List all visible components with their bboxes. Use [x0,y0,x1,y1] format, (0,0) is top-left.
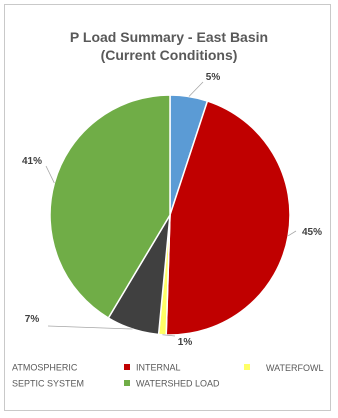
pie-slice-watershed-load [49,94,171,319]
pie-slices [49,94,291,336]
leader-line-internal [287,230,297,237]
leader-line-septic-system [47,325,133,330]
leader-line-watershed-load [45,165,55,184]
legend-label-septic: SEPTIC SYSTEM [12,378,85,389]
chart-title: P Load Summary - East Basin [69,29,269,45]
data-label-atmospheric: 5% [206,72,221,83]
legend-label-watershed: WATERSHED LOAD [136,378,220,389]
legend-swatch-internal [124,363,130,370]
data-label-internal: 45% [302,227,322,238]
legend-item-watershed: WATERSHED LOAD [124,376,220,390]
legend-label-waterfowl: WATERFOWL [266,362,324,373]
data-labels: 5% 45% 1% 7% 41% [22,72,322,348]
leader-line-atmospheric [188,81,204,97]
legend-item-septic: SEPTIC SYSTEM [12,376,84,390]
legend-swatch-waterfowl [244,363,250,370]
legend-item-internal: INTERNAL [124,360,181,374]
data-label-watershed-load: 41% [22,156,42,167]
legend-label-internal: INTERNAL [136,362,181,373]
chart-legend: ATMOSPHERIC INTERNAL WATERFOWL SEPTIC SY… [12,360,332,396]
leader-line-waterfowl [162,334,176,337]
data-label-waterfowl: 1% [178,337,193,348]
chart-subtitle: (Current Conditions) [100,47,238,63]
data-label-septic-system: 7% [25,314,40,325]
leader-lines [45,81,297,337]
legend-item-waterfowl: WATERFOWL [244,360,324,374]
legend-item-atmospheric: ATMOSPHERIC [12,360,77,374]
legend-swatch-watershed [124,379,130,386]
legend-label-atmospheric: ATMOSPHERIC [12,362,78,373]
